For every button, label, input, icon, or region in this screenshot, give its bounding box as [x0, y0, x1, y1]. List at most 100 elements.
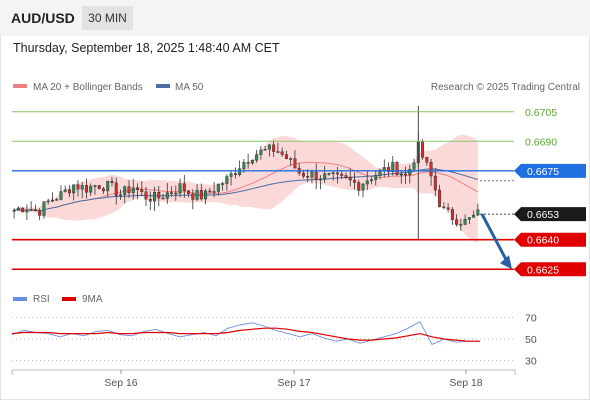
- candle-body: [238, 168, 242, 175]
- rsi-legend-label: RSI: [33, 294, 50, 305]
- candle-body: [21, 207, 25, 213]
- candle: [276, 142, 280, 153]
- candle: [450, 207, 454, 225]
- candle-body: [387, 167, 391, 172]
- candle: [255, 149, 259, 163]
- candle-body: [182, 183, 186, 191]
- candle: [429, 158, 433, 186]
- candle-body: [76, 184, 80, 190]
- chart-datetime: Thursday, September 18, 2025 1:48:40 AM …: [13, 41, 280, 55]
- candle-body: [463, 219, 467, 225]
- candle: [463, 214, 467, 226]
- candle-body: [340, 173, 344, 176]
- rsi-ma-legend-label: 9MA: [82, 294, 103, 305]
- ma20-legend-label: MA 20 + Bollinger Bands: [33, 82, 143, 93]
- candle: [267, 144, 271, 157]
- candle-body: [284, 154, 288, 159]
- candle: [195, 183, 199, 201]
- candle-body: [289, 158, 293, 160]
- time-tick-label: Sep 17: [277, 377, 310, 389]
- candle: [323, 165, 327, 184]
- candle: [170, 186, 174, 197]
- candle: [59, 185, 63, 201]
- candle: [63, 185, 67, 193]
- candle: [399, 170, 403, 184]
- candle: [433, 167, 437, 197]
- candle-body: [89, 185, 93, 193]
- candle-body: [399, 173, 403, 176]
- current-price-label: 0.6653: [527, 209, 559, 221]
- candle: [199, 183, 203, 201]
- candle-body: [106, 180, 110, 192]
- candle-body: [335, 172, 339, 175]
- candle: [204, 188, 208, 205]
- candle-body: [344, 175, 348, 178]
- candle-body: [46, 200, 50, 203]
- candle: [467, 217, 471, 225]
- currency-pair: AUD/USD: [11, 10, 75, 26]
- candle: [84, 178, 88, 199]
- candle-body: [353, 179, 356, 183]
- candle-body: [55, 199, 59, 201]
- time-tick-label: Sep 18: [449, 377, 482, 389]
- candle-body: [140, 189, 144, 192]
- timeframe-button[interactable]: 30 MIN: [82, 6, 133, 30]
- candle: [221, 181, 225, 191]
- candle: [174, 185, 178, 201]
- candle: [387, 162, 391, 177]
- candle-body: [165, 192, 169, 199]
- candle-body: [433, 175, 437, 191]
- candle: [391, 156, 395, 176]
- candle-body: [412, 162, 416, 170]
- candle: [67, 184, 71, 198]
- candle-body: [459, 224, 463, 226]
- candle: [476, 203, 480, 217]
- support-label: 0.6640: [527, 235, 559, 247]
- candle: [238, 160, 242, 177]
- ma50-legend-label: MA 50: [175, 82, 204, 93]
- candle: [140, 180, 144, 196]
- support-label: 0.6625: [527, 264, 559, 276]
- candle-body: [16, 207, 20, 211]
- candle-body: [195, 189, 199, 200]
- candle: [208, 187, 212, 193]
- candle-body: [221, 183, 225, 185]
- candle: [119, 189, 122, 200]
- candle-body: [136, 187, 139, 190]
- candle: [374, 170, 378, 186]
- candle: [455, 214, 459, 227]
- candle-body: [357, 182, 361, 191]
- candle: [72, 184, 76, 201]
- candle: [233, 167, 237, 179]
- candle-body: [72, 184, 76, 194]
- candle-body: [148, 198, 152, 202]
- candle-body: [127, 186, 131, 194]
- candle: [29, 201, 33, 212]
- candle: [442, 202, 446, 210]
- candle-body: [157, 192, 161, 199]
- candle-body: [408, 169, 412, 176]
- candle-body: [331, 172, 335, 175]
- candle-body: [425, 157, 429, 163]
- candle-body: [59, 191, 63, 200]
- candle: [16, 206, 20, 211]
- candle-body: [442, 206, 446, 209]
- candle-body: [348, 177, 352, 181]
- candle-body: [233, 173, 237, 175]
- candle: [153, 186, 157, 211]
- candle: [38, 208, 42, 221]
- candle-body: [446, 207, 450, 210]
- candle-body: [382, 167, 386, 171]
- candle-body: [323, 173, 327, 180]
- candle: [246, 153, 250, 169]
- candle-body: [178, 183, 182, 194]
- candle-body: [63, 189, 67, 192]
- candle: [425, 156, 429, 166]
- candle-body: [429, 162, 433, 177]
- candle-body: [191, 193, 195, 200]
- candle: [357, 179, 361, 196]
- candle-body: [25, 209, 29, 213]
- rsi-legend-swatch: [13, 297, 27, 301]
- candle: [446, 203, 450, 213]
